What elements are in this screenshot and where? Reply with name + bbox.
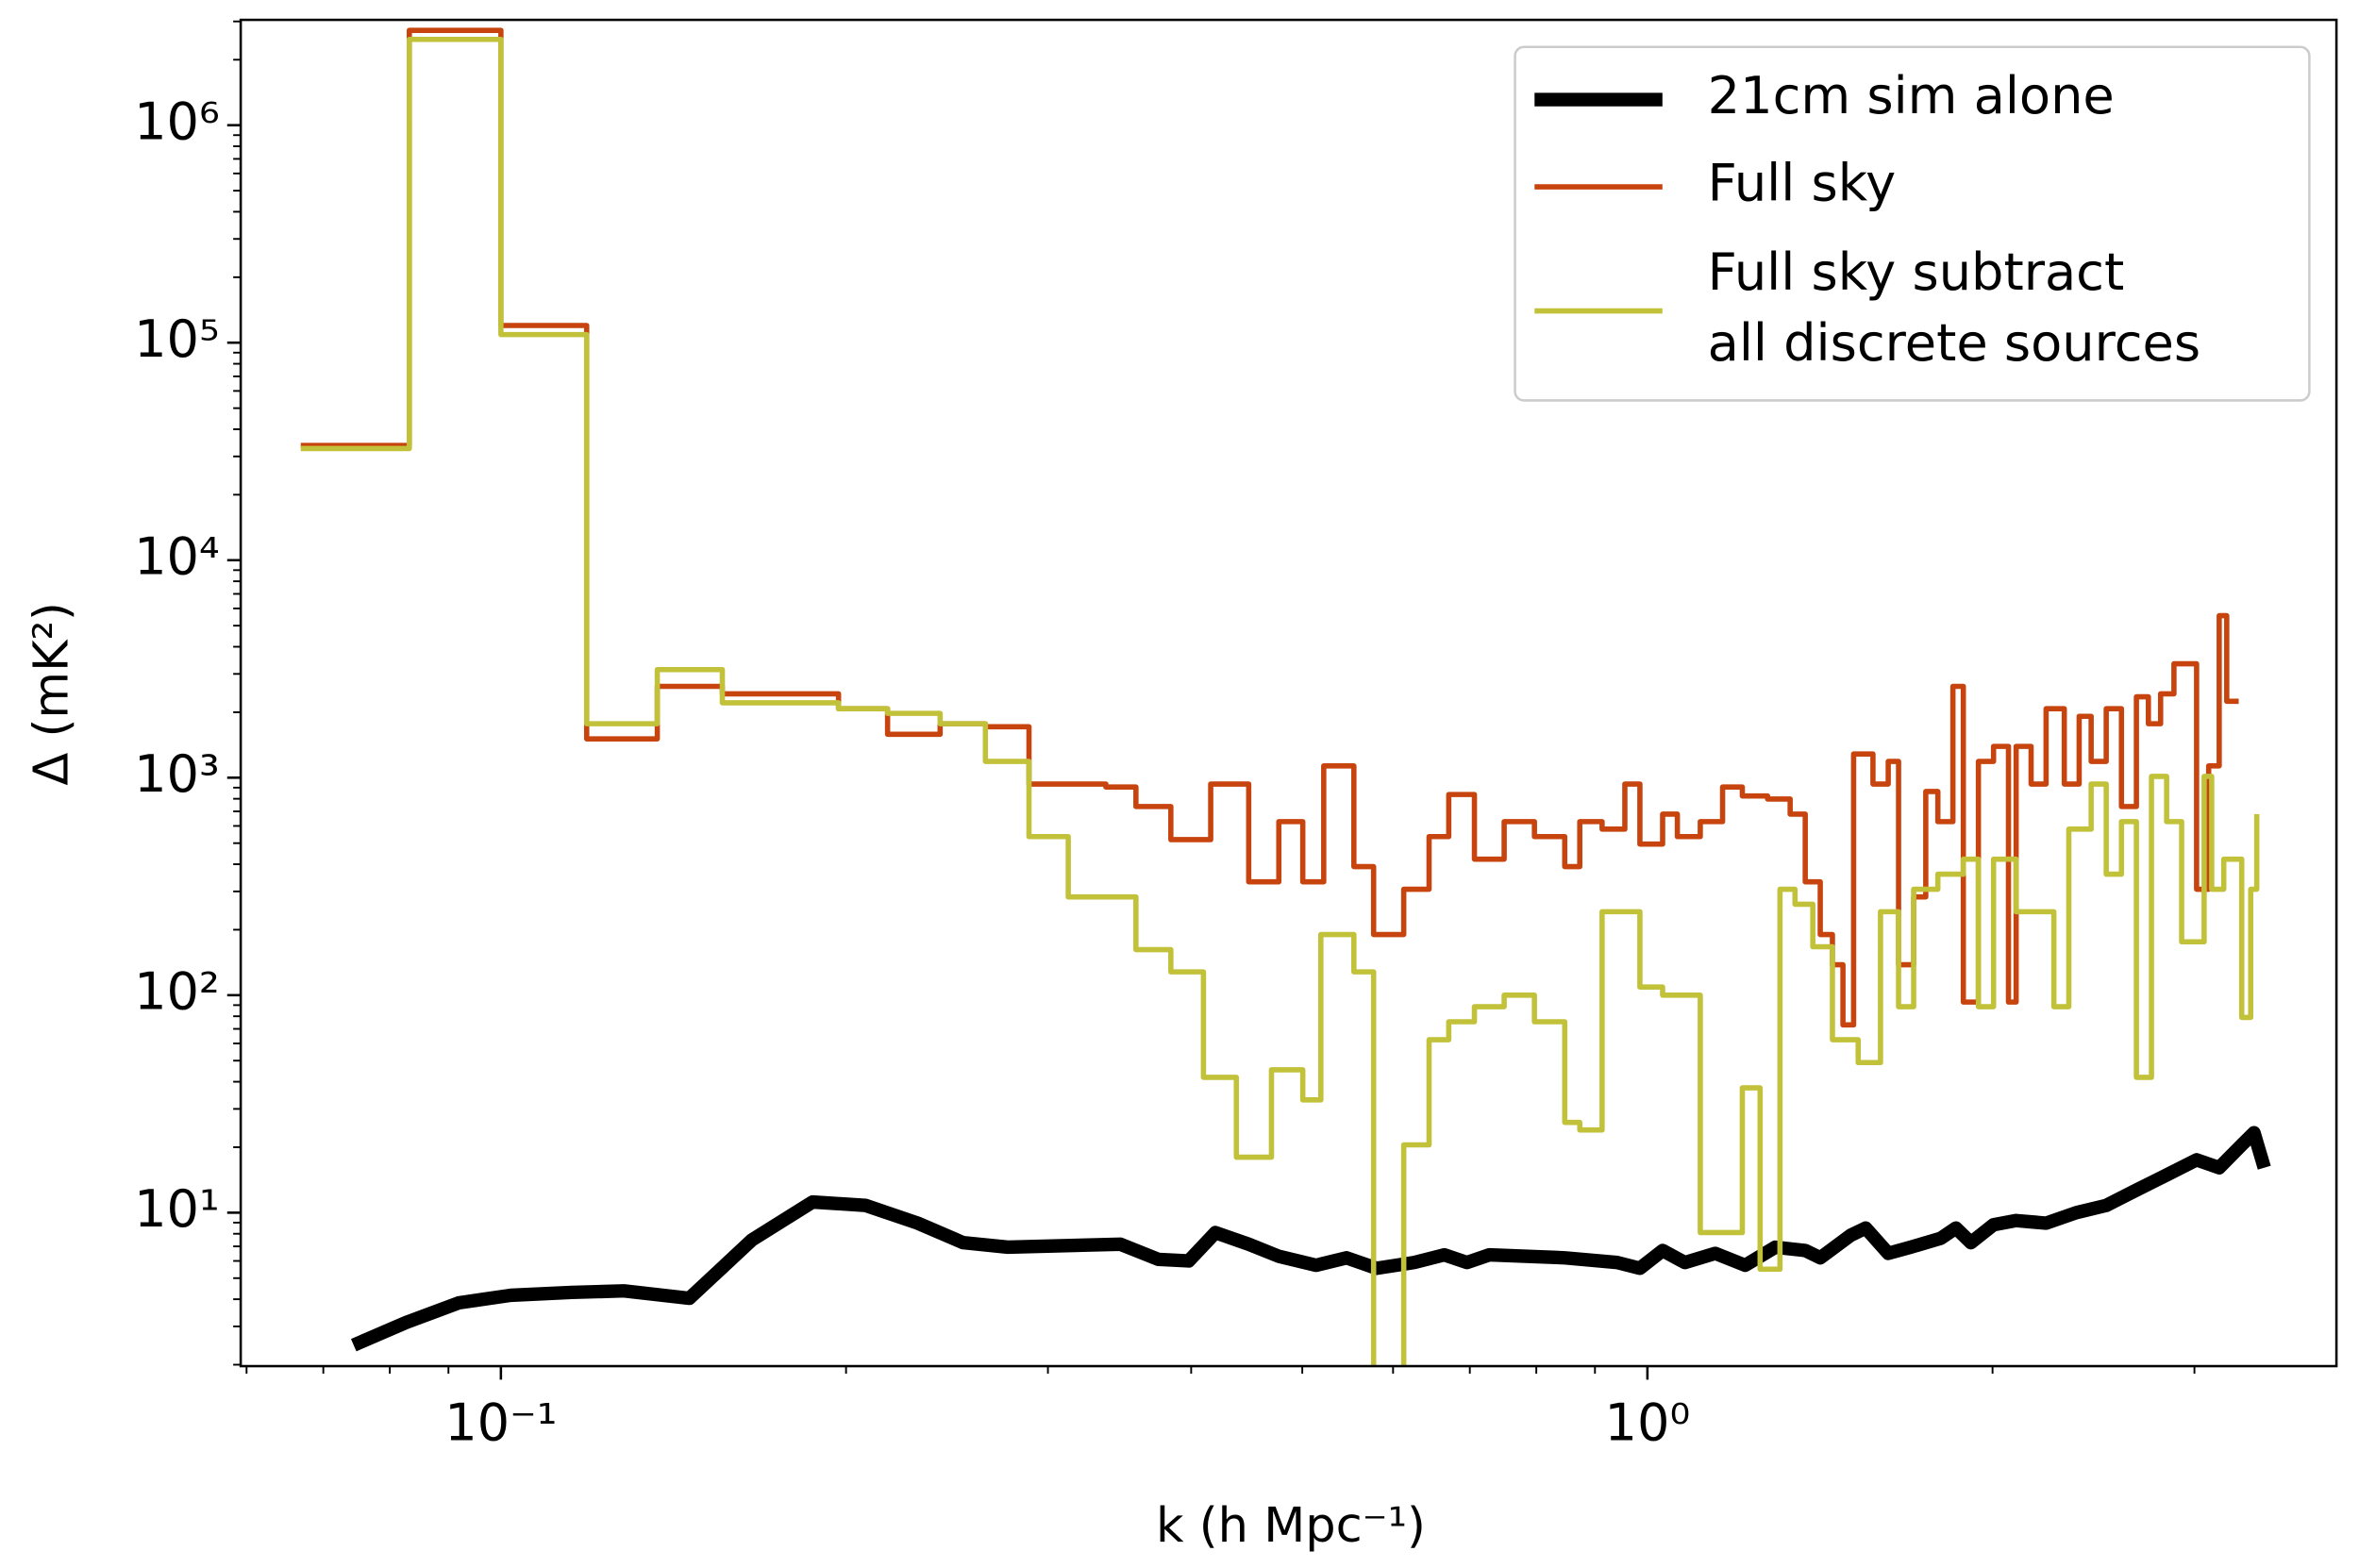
ticks: 10⁻¹ 10⁰ 10¹ 10² 10³ 10⁴ 10⁵ 10⁶ (134, 20, 2196, 1452)
x-axis-label: k (h Mpc⁻¹) (1156, 1498, 1426, 1554)
series-line (300, 27, 2239, 1028)
y-tick-label: 10¹ (134, 1179, 220, 1239)
y-tick-label: 10⁶ (134, 92, 220, 151)
y-tick-label: 10² (134, 961, 220, 1021)
y-tick-label: 10⁴ (134, 526, 220, 586)
series-line (300, 36, 2260, 1367)
plot-area (300, 27, 2271, 1367)
legend-label: 21cm sim alone (1708, 66, 2115, 125)
legend-label: Full sky subtract all discrete sources (1708, 242, 2200, 373)
x-tick-label: 10⁻¹ (444, 1393, 557, 1452)
y-tick-label: 10³ (134, 744, 220, 804)
y-axis-label: Δ (mK²) (24, 602, 79, 786)
legend: 21cm sim alone Full sky Full sky subtract a… (1514, 45, 2311, 402)
series-line (350, 1126, 2271, 1352)
axes-frame (239, 18, 2338, 1368)
y-tick-label: 10⁵ (134, 309, 220, 369)
legend-box (1514, 45, 2311, 402)
legend-label: Full sky (1708, 154, 1897, 213)
x-tick-label: 10⁰ (1605, 1393, 1691, 1452)
